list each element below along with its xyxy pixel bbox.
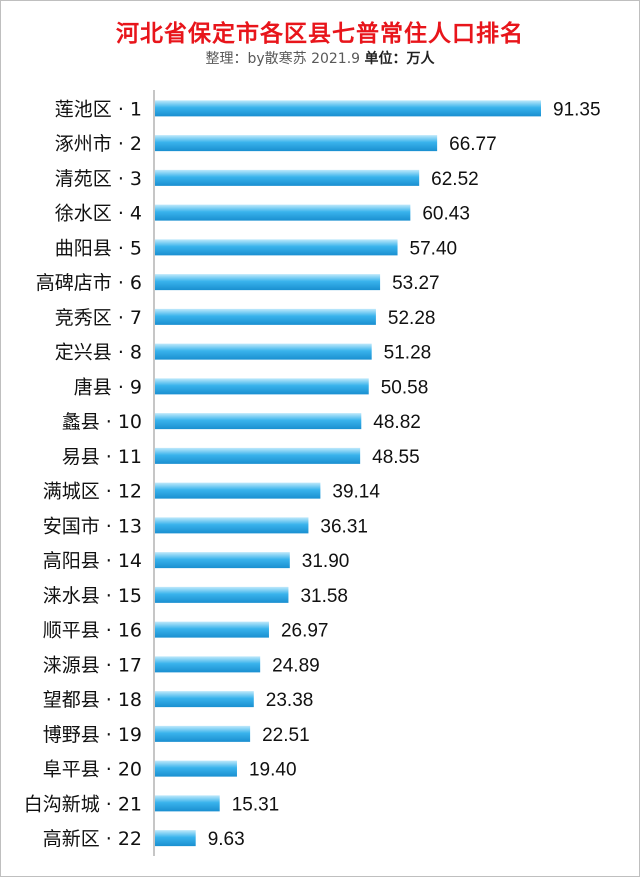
category-label: 高阳县 · 14 (43, 550, 142, 572)
bar (155, 135, 438, 152)
value-label: 50.58 (381, 377, 429, 398)
category-label: 高碑店市 · 6 (36, 272, 142, 294)
value-label: 36.31 (320, 516, 368, 537)
chart-subtitle: 整理：by散寒苏 2021.9 单位：万人 (0, 48, 640, 68)
category-label: 竞秀区 · 7 (55, 307, 142, 329)
bar (155, 586, 289, 603)
category-label: 顺平县 · 16 (43, 620, 142, 642)
bar (155, 830, 196, 847)
bar (155, 760, 237, 777)
value-label: 91.35 (553, 99, 601, 120)
category-label: 曲阳县 · 5 (55, 237, 142, 259)
category-label: 望都县 · 18 (43, 689, 142, 711)
bar (155, 621, 269, 638)
bar (155, 552, 290, 569)
bar (155, 204, 411, 221)
category-label: 涿州市 · 2 (55, 133, 142, 155)
category-label: 易县 · 11 (62, 446, 142, 468)
bar (155, 447, 361, 464)
value-label: 22.51 (262, 725, 310, 746)
value-label: 9.63 (208, 829, 245, 850)
bar (155, 343, 372, 360)
chart-title: 河北省保定市各区县七普常住人口排名 (116, 21, 524, 47)
subtitle-credit: 整理：by散寒苏 2021.9 (205, 51, 365, 67)
subtitle-unit: 单位：万人 (364, 51, 435, 67)
bar (155, 169, 420, 186)
category-label: 唐县 · 9 (74, 376, 142, 398)
value-label: 19.40 (249, 760, 297, 781)
value-label: 26.97 (281, 621, 329, 642)
bars-group: 莲池区 · 1 91.35 涿州市 · 2 66.77 清苑区 · 3 62.52 徐水区 … (24, 98, 601, 850)
category-label: 蠡县 · 10 (62, 411, 142, 433)
category-label: 高新区 · 22 (43, 828, 142, 850)
value-label: 60.43 (422, 204, 470, 225)
value-label: 51.28 (384, 343, 432, 364)
category-label: 清苑区 · 3 (55, 168, 142, 190)
category-label: 安国市 · 13 (43, 515, 142, 537)
bar (155, 795, 220, 812)
category-label: 涞水县 · 15 (43, 585, 142, 607)
bar (155, 725, 251, 742)
bar (155, 517, 309, 534)
value-label: 31.58 (300, 586, 348, 607)
category-label: 徐水区 · 4 (55, 203, 142, 225)
category-label: 涞源县 · 17 (43, 654, 142, 676)
category-label: 阜平县 · 20 (43, 759, 142, 781)
bar (155, 239, 398, 256)
bar (155, 100, 541, 117)
value-label: 24.89 (272, 655, 320, 676)
value-label: 48.55 (372, 447, 420, 468)
value-label: 48.82 (373, 412, 421, 433)
value-label: 52.28 (388, 308, 436, 329)
value-label: 15.31 (232, 794, 280, 815)
category-label: 博野县 · 19 (43, 724, 142, 746)
bar (155, 413, 362, 430)
category-label: 白沟新城 · 21 (24, 793, 142, 815)
value-label: 23.38 (266, 690, 314, 711)
value-label: 31.90 (302, 551, 350, 572)
value-label: 39.14 (332, 482, 380, 503)
bar (155, 656, 261, 673)
bar (155, 274, 381, 291)
bar (155, 691, 254, 708)
value-label: 62.52 (431, 169, 479, 190)
value-label: 57.40 (410, 238, 458, 259)
category-label: 满城区 · 12 (43, 481, 142, 503)
bar (155, 378, 369, 395)
bar (155, 482, 321, 499)
value-label: 53.27 (392, 273, 440, 294)
category-label: 定兴县 · 8 (55, 342, 142, 364)
category-label: 莲池区 · 1 (55, 98, 142, 120)
value-label: 66.77 (449, 134, 497, 155)
bar (155, 308, 376, 325)
